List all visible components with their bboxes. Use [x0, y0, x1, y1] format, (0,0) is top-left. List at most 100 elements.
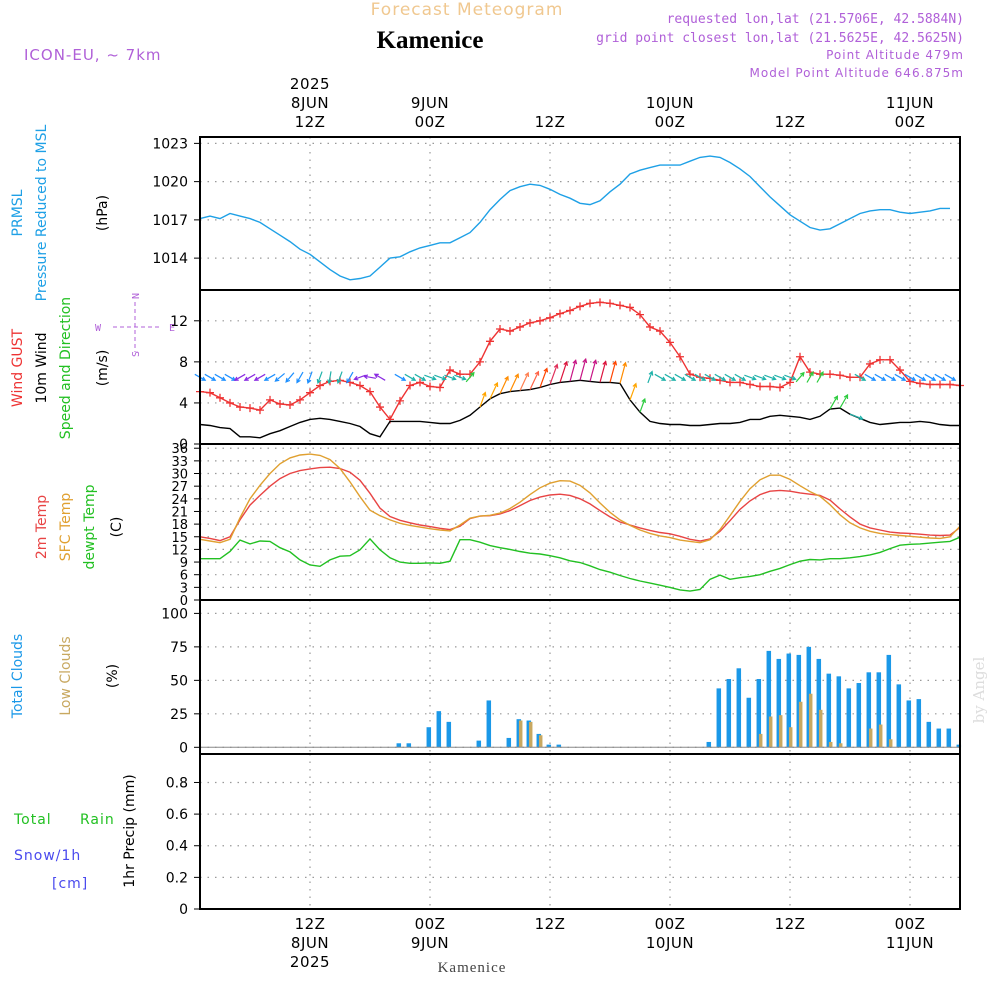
gust-point [866, 359, 874, 368]
gust-point [756, 382, 764, 391]
temp-labels: 2m Temp SFC Temp dewpt Temp (C) [34, 484, 125, 569]
gust-point [416, 378, 424, 387]
y-tick-label: 4 [179, 396, 188, 412]
total-cloud-bar [726, 679, 732, 748]
y-tick-label: 0 [179, 437, 188, 453]
wind-arrow [784, 374, 797, 381]
wind-compass: W E N S [95, 293, 175, 357]
total-cloud-bar [786, 653, 792, 748]
y-tick-label: 1020 [152, 175, 188, 191]
snow-label: Snow/1h [14, 848, 81, 864]
panel-frame-pressure [199, 136, 961, 291]
low-cloud-bar [758, 733, 763, 748]
total-cloud-bar [766, 650, 772, 748]
total-cloud-bar [526, 720, 532, 748]
top-time-label: 12Z [535, 113, 566, 131]
10m-wind-label: 10m Wind [34, 332, 50, 403]
wind-arrow [327, 371, 332, 385]
top-time-label: 10JUN [646, 94, 694, 112]
low-cloud-bar [838, 743, 843, 748]
total-cloud-bar [896, 684, 902, 748]
gust-point [486, 337, 494, 346]
wind-arrow [816, 371, 824, 383]
total-cloud-bar [446, 721, 452, 748]
series-sfc-temp [199, 453, 961, 544]
gust-point [896, 366, 904, 375]
wind-arrow [569, 359, 578, 382]
gust-point [656, 327, 664, 336]
wind-arrow [306, 371, 313, 385]
total-cloud-bar [396, 743, 402, 748]
total-cloud-bar [866, 672, 872, 748]
bottom-time-label: 00Z [415, 915, 446, 933]
gust-point [446, 366, 454, 375]
y-tick-label: 0.2 [166, 870, 188, 886]
total-cloud-bar [426, 727, 432, 748]
top-time-label: 00Z [655, 113, 686, 131]
bottom-time-label: 12Z [535, 915, 566, 933]
y-tick-label: 21 [171, 505, 188, 520]
wind-arrow [559, 360, 568, 383]
low-cloud-bar [868, 728, 873, 748]
total-cloud-bar [826, 673, 832, 748]
y-tick-label: 25 [170, 707, 188, 723]
wind-arrow [704, 373, 717, 381]
wind-arrow [849, 413, 864, 421]
total-label: Total [13, 812, 52, 828]
top-time-label: 8JUN [291, 94, 329, 112]
series-prmsl [199, 155, 950, 281]
low-cloud-bar [888, 739, 893, 748]
gust-point [236, 403, 244, 412]
gust-point [356, 381, 364, 390]
compass-east: E [169, 323, 175, 334]
y-tick-label: 12 [170, 314, 188, 330]
gust-point [746, 380, 754, 389]
wind-arrow [454, 374, 467, 381]
total-cloud-bar [706, 741, 712, 748]
wind-arrow [894, 373, 907, 381]
chart-subtitle: Forecast Meteogram [371, 0, 564, 20]
gust-point [646, 322, 654, 331]
gust-point [516, 322, 524, 331]
wind-arrow [654, 373, 667, 381]
total-cloud-bar [546, 744, 552, 748]
gust-point [436, 383, 444, 392]
total-cloud-bar [776, 658, 782, 748]
low-cloud-bar [538, 735, 543, 748]
gust-point [306, 388, 314, 397]
gust-point [366, 387, 374, 396]
bottom-time-label: 00Z [895, 915, 926, 933]
gust-point [886, 355, 894, 364]
wind-arrow [579, 357, 588, 381]
wind-arrow [589, 359, 598, 382]
bottom-time-label: 10JUN [646, 934, 694, 952]
gust-point [736, 378, 744, 387]
gust-point [376, 403, 384, 412]
wind-arrow [914, 373, 927, 381]
total-cloud-bar [516, 719, 522, 748]
y-tick-label: 6 [180, 569, 188, 584]
sfc-temp-label: SFC Temp [58, 493, 74, 562]
wind-arrow [684, 373, 697, 381]
wind-arrow [434, 374, 447, 381]
bottom-time-label: 2025 [290, 953, 330, 971]
wind-arrow [734, 373, 747, 381]
top-time-label: 12Z [775, 113, 806, 131]
y-tick-label: 75 [170, 640, 188, 656]
series-wind-gust [199, 301, 961, 421]
gust-point [506, 327, 514, 336]
panel-frame-precipitation [199, 753, 961, 910]
y-tick-label: 9 [180, 556, 188, 571]
panel-frame-wind [199, 289, 961, 445]
total-cloud-bar [886, 654, 892, 748]
bottom-time-label: 00Z [655, 915, 686, 933]
y-tick-label: 15 [171, 531, 188, 546]
panel-frame-clouds [199, 599, 961, 755]
y-tick-label: 24 [171, 493, 188, 508]
gust-point [536, 316, 544, 325]
total-cloud-bar [936, 728, 942, 748]
wind-arrow [944, 373, 957, 381]
wind-arrow [806, 371, 814, 383]
gust-point [316, 381, 324, 390]
y-tick-label: 27 [171, 480, 188, 495]
